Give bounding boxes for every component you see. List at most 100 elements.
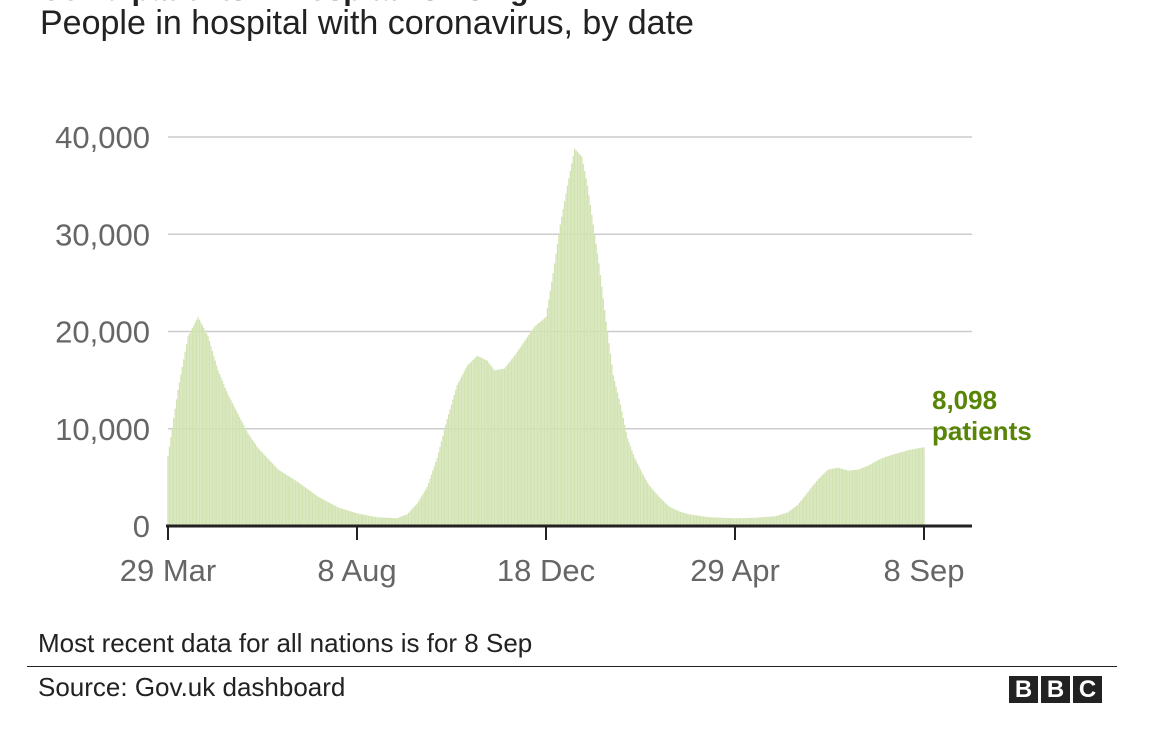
bar — [208, 341, 211, 526]
bar — [793, 507, 795, 526]
bar — [489, 364, 491, 526]
bar — [427, 482, 430, 526]
bar — [661, 499, 663, 526]
bar — [897, 453, 899, 526]
bar — [406, 514, 408, 526]
bar — [874, 461, 876, 526]
bar — [730, 518, 732, 526]
bar — [857, 469, 859, 526]
bar — [678, 511, 680, 526]
bar — [708, 517, 710, 526]
bar — [891, 454, 894, 526]
bar — [502, 368, 504, 526]
bar — [784, 513, 786, 526]
bar — [220, 377, 222, 526]
bar — [178, 382, 181, 526]
bar — [659, 498, 662, 526]
bar — [641, 472, 643, 526]
bar — [654, 491, 656, 526]
bar — [387, 517, 390, 526]
bar — [588, 195, 590, 526]
bar — [841, 468, 844, 526]
bar — [847, 470, 849, 526]
bar — [447, 414, 450, 526]
bar — [236, 411, 238, 526]
bar — [241, 422, 244, 526]
bar — [837, 467, 839, 526]
bar — [692, 514, 695, 526]
bar — [612, 375, 614, 526]
bar — [701, 516, 703, 526]
bar — [563, 201, 566, 526]
bar — [216, 365, 218, 526]
bar — [880, 458, 882, 526]
bar — [250, 437, 252, 526]
bar — [340, 508, 342, 526]
bar — [366, 515, 368, 526]
bar — [621, 411, 623, 526]
bar — [626, 438, 629, 526]
bar — [675, 510, 677, 526]
bar — [677, 510, 679, 526]
bar — [808, 490, 811, 526]
bar — [203, 328, 205, 526]
footer-divider — [27, 666, 1117, 667]
bar — [609, 353, 612, 526]
bar — [291, 478, 294, 526]
bbc-logo: B B C — [1009, 676, 1102, 703]
bar — [482, 358, 484, 526]
bar — [270, 461, 272, 526]
bar — [246, 430, 248, 526]
bar — [198, 319, 201, 526]
bar — [712, 517, 715, 526]
bar — [468, 364, 470, 526]
bar — [817, 479, 819, 526]
bar — [409, 511, 411, 526]
bar — [707, 517, 709, 526]
bar — [329, 502, 331, 526]
bar — [740, 518, 742, 526]
bar — [300, 484, 302, 526]
bar — [899, 452, 901, 526]
bar — [878, 459, 881, 526]
bar — [240, 419, 242, 526]
bar — [774, 516, 776, 526]
bar — [253, 441, 255, 526]
bar — [655, 493, 657, 526]
bar — [269, 460, 271, 526]
bar — [571, 163, 573, 526]
bar — [923, 447, 925, 526]
bar — [860, 468, 862, 526]
bar — [541, 320, 543, 526]
bar — [770, 516, 772, 526]
bar — [529, 332, 531, 526]
bar — [910, 449, 912, 526]
bar — [266, 457, 268, 526]
bar — [844, 469, 846, 526]
bar — [605, 321, 607, 526]
bar — [310, 491, 312, 526]
bar — [668, 506, 670, 526]
bar — [694, 515, 696, 526]
bar — [531, 330, 533, 526]
bar — [174, 408, 176, 526]
bar — [644, 477, 646, 526]
bar — [213, 355, 215, 526]
bar — [280, 471, 282, 526]
bar — [354, 512, 357, 526]
bar — [271, 463, 274, 526]
bar — [820, 476, 822, 526]
bar — [873, 462, 875, 526]
bar — [877, 459, 879, 526]
bar — [602, 298, 604, 526]
bar — [228, 397, 231, 526]
bar — [433, 466, 435, 526]
bar — [183, 359, 185, 526]
bar — [565, 193, 567, 526]
bar — [379, 517, 381, 526]
bar — [596, 253, 599, 526]
bar — [884, 457, 886, 526]
bar — [649, 486, 652, 526]
bar — [410, 509, 413, 526]
bar — [264, 455, 267, 526]
